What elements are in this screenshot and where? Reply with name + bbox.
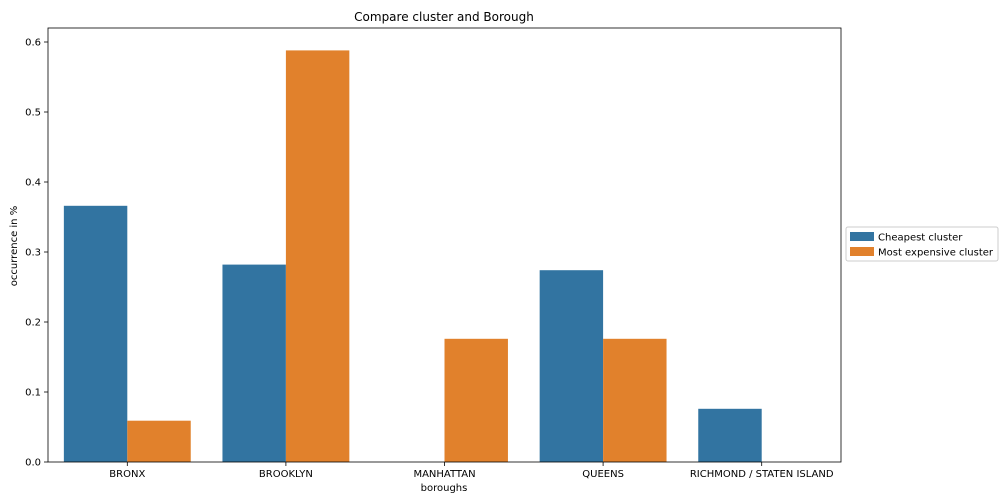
chart-title: Compare cluster and Borough [354, 10, 534, 24]
legend-box [845, 226, 999, 262]
y-tick-label: 0.5 [25, 108, 41, 119]
y-axis-label: occurrence in % [9, 206, 20, 286]
bar-most-expensive-0 [127, 420, 191, 462]
legend-swatch [850, 247, 874, 256]
bars-group [63, 50, 762, 463]
bar-most-expensive-1 [285, 50, 350, 463]
bar-cheapest-0 [63, 205, 128, 463]
x-tick-label: BRONX [109, 469, 145, 480]
x-tick-label: RICHMOND / STATEN ISLAND [690, 469, 834, 480]
y-tick-label: 0.1 [25, 388, 41, 399]
y-tick-label: 0.4 [25, 178, 41, 189]
bar-cheapest-4 [698, 408, 762, 462]
y-tick-label: 0.6 [25, 38, 41, 49]
bar-cheapest-1 [222, 264, 286, 462]
legend-swatch [850, 232, 874, 241]
y-tick-label: 0.3 [25, 248, 41, 259]
legend-label: Most expensive cluster [878, 248, 994, 259]
legend-label: Cheapest cluster [878, 233, 963, 244]
bar-most-expensive-2 [444, 338, 508, 462]
y-tick-label: 0.0 [25, 458, 41, 469]
x-tick-label: BROOKLYN [259, 469, 313, 480]
y-tick-label: 0.2 [25, 318, 41, 329]
legend: Cheapest cluster Most expensive cluster [845, 226, 999, 262]
bar-most-expensive-3 [603, 338, 667, 462]
bar-cheapest-3 [539, 270, 604, 462]
x-tick-label: MANHATTAN [413, 469, 475, 480]
y-axis: 0.0 0.1 0.2 0.3 0.4 0.5 0.6 [25, 38, 48, 469]
x-axis-label: boroughs [421, 483, 468, 494]
x-axis: BRONX BROOKLYN MANHATTAN QUEENS RICHMOND / S… [109, 462, 834, 480]
x-tick-label: QUEENS [582, 469, 624, 480]
